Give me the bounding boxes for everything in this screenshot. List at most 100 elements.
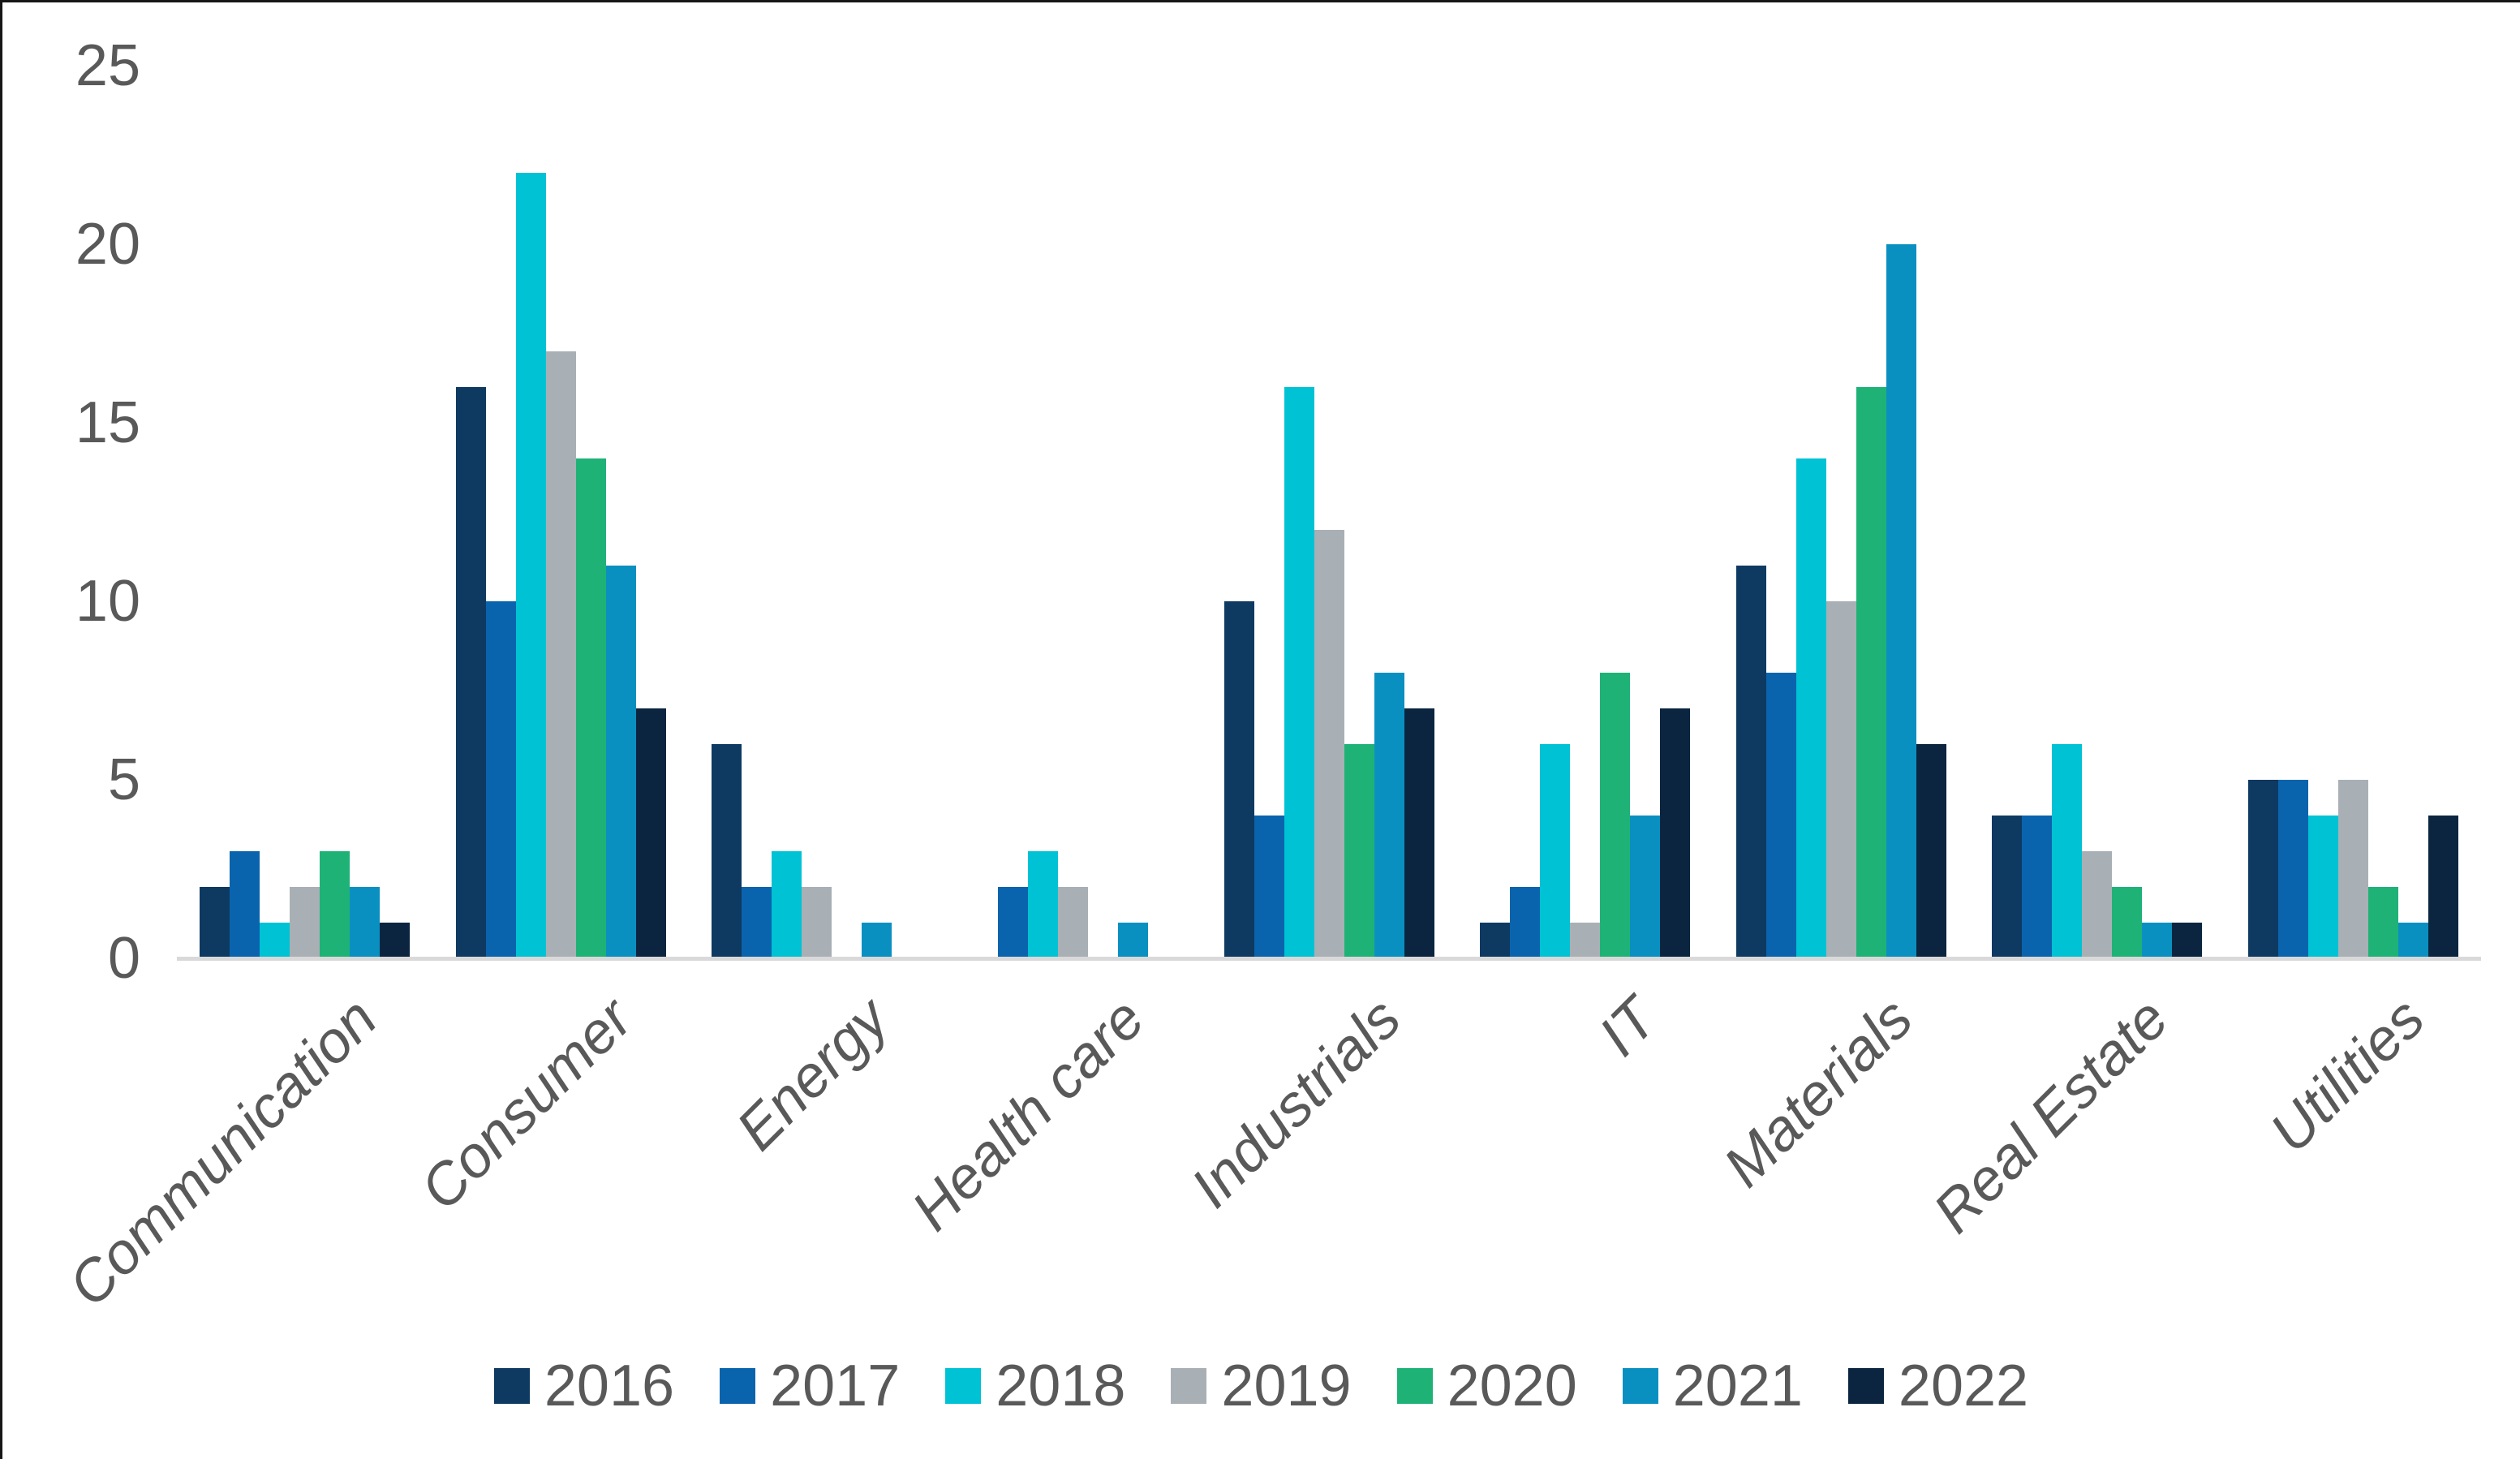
bar-group-health-care	[945, 66, 1202, 958]
bar-group-it	[1457, 66, 1714, 958]
bar-2016-it	[1480, 923, 1511, 958]
bar-2018-materials	[1795, 458, 1826, 958]
legend: 2016 2017 2018 2019 2020 2021 2022	[2, 1341, 2520, 1431]
bar-2022-materials	[1916, 744, 1946, 958]
bar-2021-it	[1630, 816, 1661, 958]
y-tick-label-10: 10	[75, 569, 140, 634]
legend-swatch-2020	[1396, 1368, 1433, 1404]
legend-item-2019: 2019	[1171, 1354, 1352, 1418]
x-category-label-energy: Energy	[724, 986, 901, 1163]
legend-swatch-2017	[720, 1368, 756, 1404]
bar-2022-industrials	[1404, 708, 1434, 958]
y-tick-label-0: 0	[107, 926, 140, 991]
bar-2018-energy	[772, 851, 802, 958]
legend-swatch-2019	[1171, 1368, 1207, 1404]
legend-item-2016: 2016	[493, 1354, 675, 1418]
bar-2019-health-care	[1057, 887, 1088, 958]
x-category-label-communication: Communication	[56, 986, 389, 1319]
bar-2016-utilities	[2247, 780, 2278, 958]
bar-2017-it	[1510, 887, 1541, 958]
bar-2021-energy	[862, 923, 892, 958]
bar-group-industrials	[1201, 66, 1457, 958]
bar-group-communication	[177, 66, 433, 958]
x-category-label-it: IT	[1586, 986, 1670, 1069]
bar-2019-utilities	[2337, 780, 2368, 958]
bar-2016-communication	[200, 887, 230, 958]
bar-2020-industrials	[1344, 744, 1374, 958]
bar-2021-industrials	[1374, 673, 1404, 958]
legend-label-2022: 2022	[1898, 1354, 2029, 1418]
legend-swatch-2018	[945, 1368, 982, 1404]
legend-label-2019: 2019	[1221, 1354, 1352, 1418]
bar-2019-energy	[802, 887, 832, 958]
bar-2020-utilities	[2367, 887, 2398, 958]
bar-group-real-estate	[1969, 66, 2225, 958]
legend-label-2021: 2021	[1672, 1354, 1803, 1418]
bar-2018-real-estate	[2052, 744, 2083, 958]
x-category-label-industrials: Industrials	[1178, 986, 1413, 1220]
y-tick-label-5: 5	[107, 747, 140, 812]
bar-2018-it	[1540, 744, 1571, 958]
bar-2017-communication	[230, 851, 260, 958]
bar-2019-consumer	[545, 351, 576, 958]
x-category-label-real-estate: Real Estate	[1921, 986, 2182, 1246]
legend-swatch-2016	[493, 1368, 530, 1404]
bar-2018-industrials	[1284, 387, 1314, 958]
legend-item-2017: 2017	[720, 1354, 900, 1418]
bar-2016-real-estate	[1992, 816, 2023, 958]
bar-group-consumer	[433, 66, 690, 958]
bar-2018-utilities	[2307, 816, 2338, 958]
legend-item-2022: 2022	[1847, 1354, 2029, 1418]
bar-2022-real-estate	[2172, 923, 2203, 958]
bar-group-utilities	[2225, 66, 2482, 958]
bar-2019-materials	[1825, 601, 1856, 958]
legend-item-2018: 2018	[945, 1354, 1125, 1418]
bar-2018-health-care	[1027, 851, 1058, 958]
bar-2022-it	[1660, 708, 1691, 958]
x-category-label-health-care: Health care	[900, 986, 1158, 1243]
bar-2017-health-care	[997, 887, 1028, 958]
x-category-label-consumer: Consumer	[408, 986, 645, 1223]
x-category-label-utilities: Utilities	[2258, 986, 2437, 1165]
bar-2021-health-care	[1117, 923, 1148, 958]
bar-2021-consumer	[605, 566, 636, 958]
bar-2017-energy	[742, 887, 772, 958]
bar-2017-utilities	[2277, 780, 2308, 958]
bar-2016-energy	[712, 744, 742, 958]
bar-2016-industrials	[1223, 601, 1254, 958]
plot-area	[177, 66, 2481, 958]
bar-2020-communication	[320, 851, 350, 958]
bar-2020-materials	[1856, 387, 1886, 958]
bar-2022-communication	[380, 923, 411, 958]
bar-2021-materials	[1886, 244, 1916, 958]
bar-2020-it	[1600, 673, 1631, 958]
legend-item-2021: 2021	[1622, 1354, 1803, 1418]
bar-2016-materials	[1735, 566, 1766, 958]
bar-2022-utilities	[2428, 816, 2458, 958]
bar-2017-real-estate	[2022, 816, 2053, 958]
bar-2019-communication	[290, 887, 320, 958]
legend-swatch-2022	[1847, 1368, 1884, 1404]
bar-2018-consumer	[515, 173, 546, 958]
x-category-label-materials: Materials	[1711, 986, 1925, 1200]
bar-2019-real-estate	[2082, 851, 2113, 958]
bar-2018-communication	[260, 923, 290, 958]
y-tick-label-25: 25	[75, 33, 140, 98]
bar-group-energy	[689, 66, 945, 958]
legend-item-2020: 2020	[1396, 1354, 1577, 1418]
bar-2019-industrials	[1314, 530, 1344, 958]
bar-2016-consumer	[455, 387, 486, 958]
bar-2021-real-estate	[2142, 923, 2173, 958]
legend-label-2020: 2020	[1447, 1354, 1577, 1418]
bar-2021-communication	[350, 887, 381, 958]
legend-label-2017: 2017	[770, 1354, 901, 1418]
bar-2022-consumer	[635, 708, 666, 958]
legend-swatch-2021	[1622, 1368, 1658, 1404]
legend-label-2016: 2016	[544, 1354, 675, 1418]
y-tick-label-15: 15	[75, 390, 140, 455]
y-tick-label-20: 20	[75, 212, 140, 277]
bar-2020-real-estate	[2112, 887, 2143, 958]
bar-group-materials	[1713, 66, 1969, 958]
bar-2017-consumer	[485, 601, 516, 958]
